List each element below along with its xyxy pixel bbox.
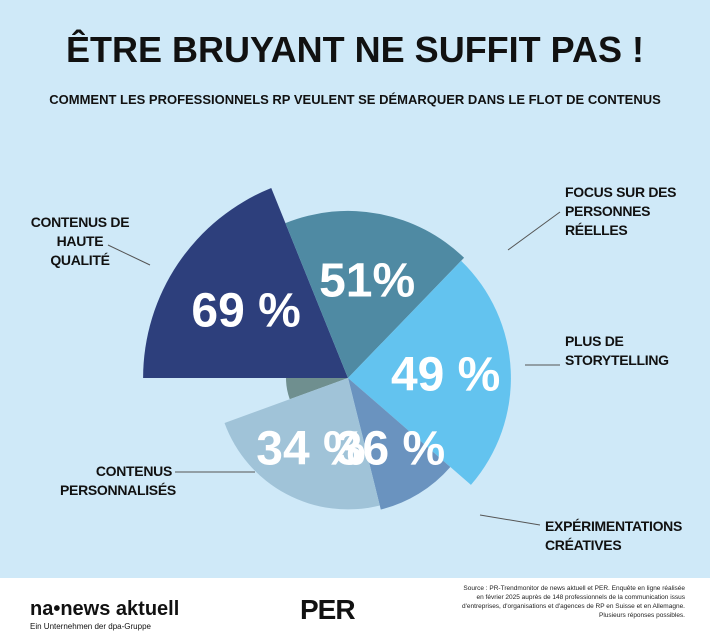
leader-line (107, 244, 151, 266)
sector (143, 188, 348, 378)
category-label: CONTENUS PERSONNALISÉS (60, 463, 176, 498)
category-label: PLUS DE STORYTELLING (565, 333, 669, 368)
footer: na•news aktuell Ein Unternehmen der dpa-… (0, 578, 710, 642)
partner-logo: PER (300, 594, 356, 625)
sector (348, 378, 451, 510)
leader-line (507, 211, 561, 251)
sector (285, 210, 465, 378)
source-note: Source : PR-Trendmonitor de news aktuell… (462, 585, 685, 619)
category-label: FOCUS SUR DES PERSONNES RÉELLES (565, 184, 677, 238)
sector (348, 260, 511, 485)
decor-wedge (286, 378, 348, 400)
logo: na•news aktuell (30, 598, 180, 620)
chart-title: ÊTRE BRUYANT NE SUFFIT PAS ! (66, 28, 644, 70)
leader-line (479, 514, 541, 526)
category-label: CONTENUS DE HAUTE QUALITÉ (30, 214, 130, 268)
chart: ÊTRE BRUYANT NE SUFFIT PAS ! COMMENT LES… (49, 28, 661, 526)
value-label: 36 % (336, 422, 445, 475)
value-label: 51% (319, 255, 415, 308)
chart-subtitle: COMMENT LES PROFESSIONNELS RP VEULENT SE… (49, 92, 661, 107)
logo-tagline: Ein Unternehmen der dpa-Gruppe (30, 622, 151, 631)
sector (224, 378, 380, 510)
value-label: 69 % (191, 284, 300, 337)
category-label: EXPÉRIMENTATIONS CRÉATIVES (545, 518, 683, 553)
value-label: 49 % (391, 349, 500, 402)
value-label: 34 % (256, 423, 365, 476)
